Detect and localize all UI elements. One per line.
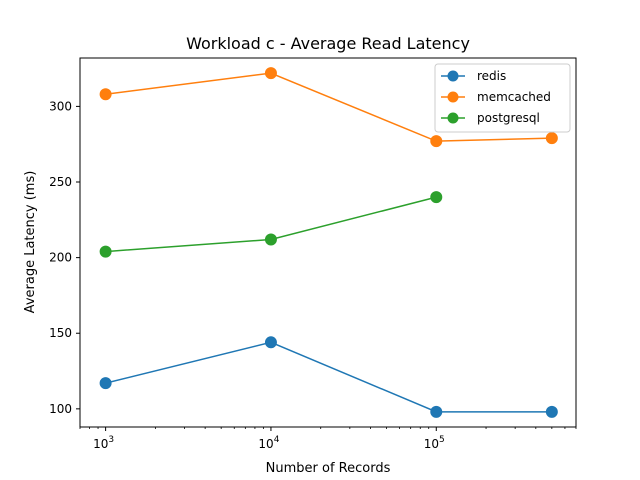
legend-marker xyxy=(447,112,459,124)
series-line xyxy=(105,72,552,142)
x-tick-label: 104 xyxy=(258,435,279,451)
legend-label: memcached xyxy=(477,90,551,104)
x-tick-base: 10 xyxy=(424,437,439,451)
data-point xyxy=(264,336,277,349)
y-tick-label: 150 xyxy=(49,326,72,340)
x-axis-label: Number of Records xyxy=(266,461,391,476)
data-point xyxy=(430,405,443,418)
legend-box xyxy=(434,63,571,133)
data-point xyxy=(545,405,558,418)
y-axis-label: Average Latency (ms) xyxy=(23,171,38,314)
data-point xyxy=(545,132,558,145)
series-line xyxy=(105,341,552,413)
legend-item: postgresql xyxy=(441,111,540,125)
data-point xyxy=(99,245,112,258)
chart-title: Workload c - Average Read Latency xyxy=(186,34,470,53)
data-point xyxy=(430,191,443,204)
data-point xyxy=(430,135,443,148)
series-postgresql xyxy=(99,191,443,258)
data-point xyxy=(264,67,277,80)
legend-label: postgresql xyxy=(477,111,540,125)
plot-frame xyxy=(79,57,577,428)
x-tick-exponent: 5 xyxy=(439,435,445,445)
series-memcached xyxy=(99,67,558,148)
data-point xyxy=(264,233,277,246)
y-tick-label: 300 xyxy=(49,99,72,113)
legend-item: memcached xyxy=(441,90,551,104)
series-redis xyxy=(99,336,558,418)
x-tick-label: 105 xyxy=(424,435,445,451)
y-tick-label: 250 xyxy=(49,175,72,189)
data-point xyxy=(99,88,112,101)
x-tick-base: 10 xyxy=(93,437,108,451)
legend-item: redis xyxy=(441,69,506,83)
x-tick-base: 10 xyxy=(258,437,273,451)
x-tick-exponent: 4 xyxy=(274,435,280,445)
legend-marker xyxy=(447,91,459,103)
data-point xyxy=(99,377,112,390)
legend-marker xyxy=(447,70,459,82)
y-tick-label: 100 xyxy=(49,402,72,416)
legend: redis memcached postgresql xyxy=(434,63,571,133)
plot-area xyxy=(99,67,558,418)
x-tick-exponent: 3 xyxy=(108,435,114,445)
legend-label: redis xyxy=(477,69,506,83)
x-tick-label: 103 xyxy=(93,435,114,451)
y-tick-label: 200 xyxy=(49,251,72,265)
